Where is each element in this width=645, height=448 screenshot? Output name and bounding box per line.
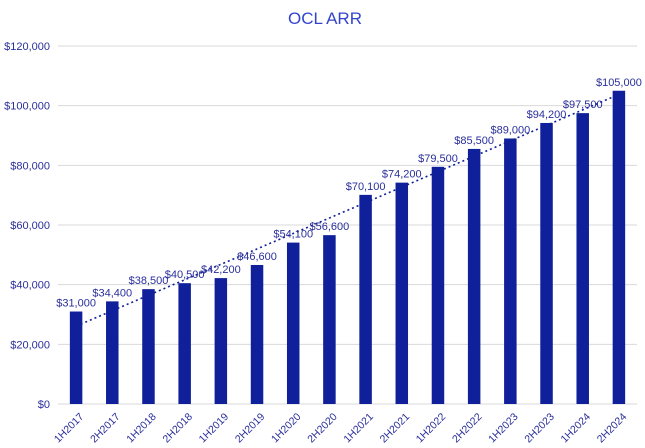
x-tick-label: 1H2017 <box>52 411 87 446</box>
data-label: $105,000 <box>596 77 642 89</box>
bar <box>214 278 228 404</box>
data-label: $89,000 <box>490 124 530 136</box>
bar <box>359 194 372 404</box>
x-tick-label: 1H2020 <box>269 411 304 446</box>
x-tick-label: 2H2021 <box>378 411 413 446</box>
y-tick-label: $40,000 <box>10 280 50 292</box>
trendline <box>75 93 620 327</box>
bar <box>612 90 626 404</box>
bar <box>250 264 264 404</box>
x-tick-label: 2H2024 <box>595 411 630 446</box>
data-label: $94,200 <box>527 109 567 121</box>
bar <box>467 148 481 404</box>
bar <box>178 283 191 404</box>
y-tick-label: $120,000 <box>4 41 50 53</box>
x-tick-label: 1H2019 <box>197 411 232 446</box>
data-label: $74,200 <box>382 169 422 181</box>
data-label: $85,500 <box>454 135 494 147</box>
bar <box>106 301 119 404</box>
x-axis: 1H2017 2H2017 1H2018 2H2018 1H2019 2H2019 1H20… <box>52 411 629 446</box>
y-tick-label: $100,000 <box>4 101 50 113</box>
y-tick-label: $20,000 <box>10 339 50 351</box>
y-tick-label: $60,000 <box>10 220 50 232</box>
data-label: $56,600 <box>310 221 350 233</box>
data-label: $54,100 <box>273 229 313 241</box>
bar <box>286 242 300 404</box>
x-tick-label: 1H2021 <box>341 411 376 446</box>
chart-title: OCL ARR <box>288 9 362 28</box>
data-label: $40,500 <box>165 269 205 281</box>
trend-line <box>75 93 620 327</box>
data-label: $70,100 <box>346 181 386 193</box>
x-tick-label: 1H2023 <box>486 411 521 446</box>
x-tick-label: 1H2024 <box>559 411 594 446</box>
bar <box>142 289 155 404</box>
bar <box>431 166 445 404</box>
x-tick-label: 1H2022 <box>414 411 449 446</box>
y-axis: $0 $20,000 $40,000 $60,000 $80,000 $100,000 $1… <box>4 41 50 411</box>
x-tick-label: 2H2018 <box>160 411 195 446</box>
data-label: $97,500 <box>563 99 603 111</box>
x-tick-label: 2H2023 <box>522 411 557 446</box>
x-tick-label: 2H2022 <box>450 411 485 446</box>
x-tick-label: 1H2018 <box>124 411 159 446</box>
y-tick-label: $0 <box>38 399 50 411</box>
bar <box>504 138 517 404</box>
bar <box>69 311 83 404</box>
bar <box>323 235 336 404</box>
data-label: $34,400 <box>92 287 132 299</box>
x-tick-label: 2H2020 <box>305 411 340 446</box>
data-label: $31,000 <box>56 298 96 310</box>
bar <box>576 113 589 404</box>
bar <box>395 182 409 404</box>
x-tick-label: 2H2017 <box>88 411 123 446</box>
data-label: $42,200 <box>201 264 241 276</box>
x-tick-label: 2H2019 <box>233 411 268 446</box>
bar <box>540 122 553 404</box>
data-label: $38,500 <box>129 275 169 287</box>
data-label: $46,600 <box>237 251 277 263</box>
data-label: $79,500 <box>418 153 458 165</box>
y-tick-label: $80,000 <box>10 160 50 172</box>
bars <box>69 90 626 404</box>
data-labels: $31,000$34,400$38,500$40,500$42,200$46,6… <box>56 77 642 310</box>
